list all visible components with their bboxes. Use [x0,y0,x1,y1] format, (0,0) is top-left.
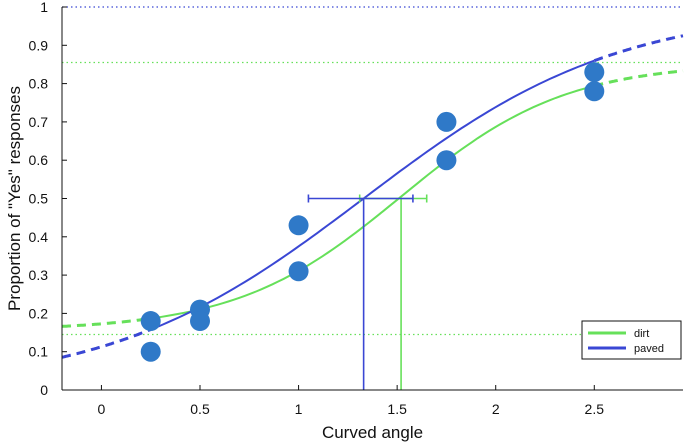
dirt-curve-extrapolated-left [61,317,151,328]
data-point-9 [584,81,605,102]
x-axis-label: Curved angle [322,423,423,442]
axes: 0 0.1 0.2 0.3 0.4 0.5 0.6 0.7 0.8 0.9 1 0 0.5 1 1.5 2 2.… [29,0,683,417]
x-tick-label-5: 2.5 [585,401,605,417]
y-tick-label-1: 0.1 [29,344,49,360]
data-point-4 [288,215,309,236]
legend-box [581,320,682,360]
data-point-7 [436,150,457,171]
threshold-markers [307,194,428,390]
legend-label-paved: paved [634,343,664,355]
x-tick-label-0: 0 [98,401,106,417]
y-tick-label-2: 0.2 [29,305,49,321]
data-point-5 [288,261,309,282]
data-points [140,62,605,362]
dirt-curve-fit [150,84,595,320]
paved-curve-extrapolated-left [61,328,152,359]
y-tick-label-4: 0.4 [29,229,49,245]
x-tick-label-4: 2 [492,401,500,417]
y-tick-label-10: 1 [40,0,48,15]
y-axis-label: Proportion of "Yes" responses [5,86,24,311]
fit-curves [61,34,684,359]
data-point-3 [190,311,210,332]
data-point-6 [436,111,457,132]
x-tick-label-2: 1 [295,401,303,417]
data-point-1 [140,341,161,362]
y-tick-label-0: 0 [40,382,48,398]
x-tick-label-1: 0.5 [190,401,210,417]
paved-curve-extrapolated-right [593,34,684,63]
legend: dirt paved [581,320,682,360]
reference-lines [62,6,683,336]
x-tick-label-3: 1.5 [387,401,407,417]
paved-curve-fit [150,59,595,331]
y-tick-label-5: 0.5 [29,191,49,207]
y-tick-label-6: 0.6 [29,152,49,168]
y-tick-label-8: 0.8 [29,76,49,92]
y-tick-label-7: 0.7 [29,114,49,130]
legend-label-dirt: dirt [634,328,649,340]
y-tick-label-9: 0.9 [29,37,49,53]
data-point-8 [584,62,605,83]
y-tick-label-3: 0.3 [29,267,49,283]
dirt-curve-extrapolated-right [593,69,684,88]
data-point-0 [140,311,161,332]
